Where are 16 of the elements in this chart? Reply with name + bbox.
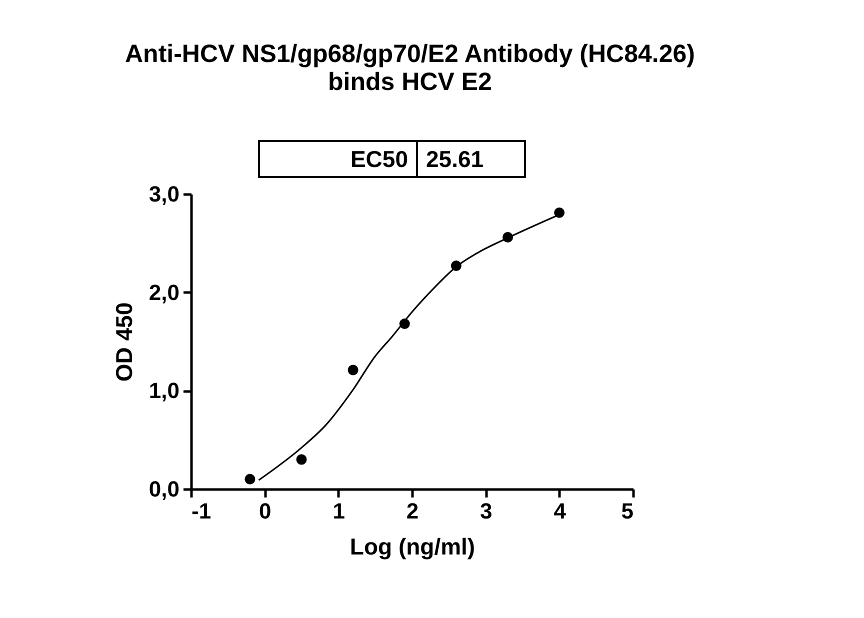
y-tick-label: 2,0 (148, 280, 180, 305)
x-tick-label: 0 (259, 498, 272, 524)
x-tick-label: 2 (406, 498, 419, 524)
text: 25.61 (417, 141, 525, 177)
x-tick-label: 1 (332, 498, 345, 524)
y-tick-label: 0,0 (148, 476, 180, 502)
x-tick-label: 3 (480, 498, 492, 524)
x-axis-title: Log (ng/ml) (350, 534, 476, 560)
chart-title: Anti-HCV NS1/gp68/gp70/E2 Antibody (HC84.26) binds HCV E2 (124, 40, 696, 96)
y-tick-label: 1,0 (148, 378, 180, 404)
x-tick-label: -1 (192, 498, 212, 524)
y-axis-title: OD 450 (110, 302, 137, 382)
x-tick-label: 5 (621, 498, 634, 524)
text: EC50 (259, 141, 417, 177)
x-tick-label: 4 (554, 498, 567, 524)
y-tick-label: 3,0 (148, 182, 180, 206)
